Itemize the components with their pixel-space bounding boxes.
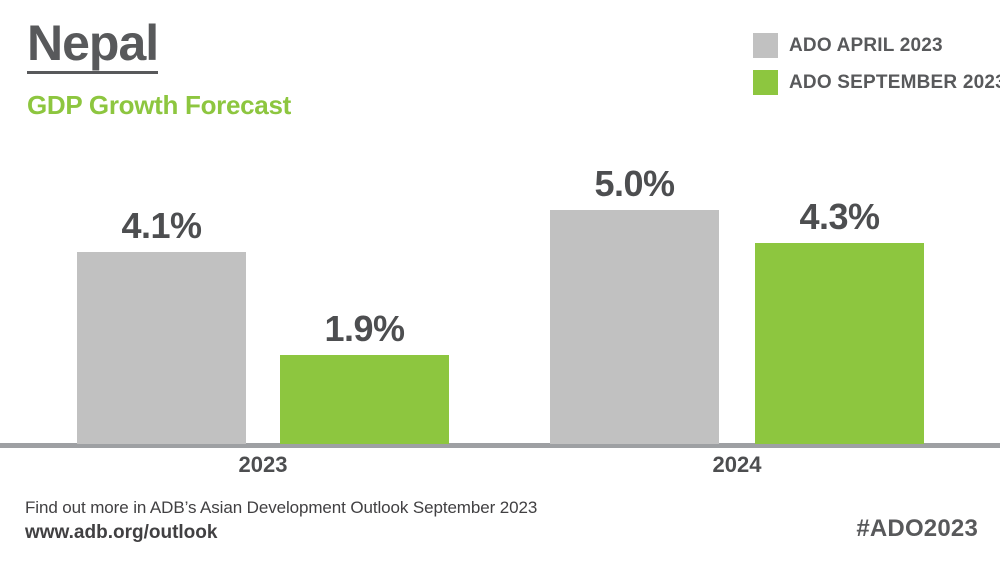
legend-label: ADO APRIL 2023 <box>789 34 943 56</box>
legend-item: ADO SEPTEMBER 2023 <box>753 70 1000 95</box>
bar-2023-april <box>77 252 246 444</box>
footer-note: Find out more in ADB’s Asian Development… <box>25 498 538 517</box>
bar-value-label-2023-september: 1.9% <box>324 308 405 349</box>
chart-subtitle: GDP Growth Forecast <box>27 90 291 120</box>
bar-value-label-2024-september: 4.3% <box>799 196 880 237</box>
category-label-2023: 2023 <box>238 452 288 477</box>
bar-2024-april <box>550 210 719 444</box>
bar-2024-september <box>755 243 924 444</box>
category-label-2024: 2024 <box>712 452 762 477</box>
bar-value-label-2023-april: 4.1% <box>121 205 202 246</box>
bar-value-label-2024-april: 5.0% <box>594 163 675 204</box>
footer-url: www.adb.org/outlook <box>25 522 218 543</box>
legend-swatch-icon <box>753 70 778 95</box>
country-title: Nepal <box>27 18 159 74</box>
bar-2023-september <box>280 355 449 444</box>
legend-label: ADO SEPTEMBER 2023 <box>789 71 1000 93</box>
legend: ADO APRIL 2023 ADO SEPTEMBER 2023 <box>753 33 1000 107</box>
footer-hashtag: #ADO2023 <box>856 515 978 542</box>
legend-item: ADO APRIL 2023 <box>753 33 1000 58</box>
x-axis-line <box>0 443 1000 448</box>
legend-swatch-icon <box>753 33 778 58</box>
